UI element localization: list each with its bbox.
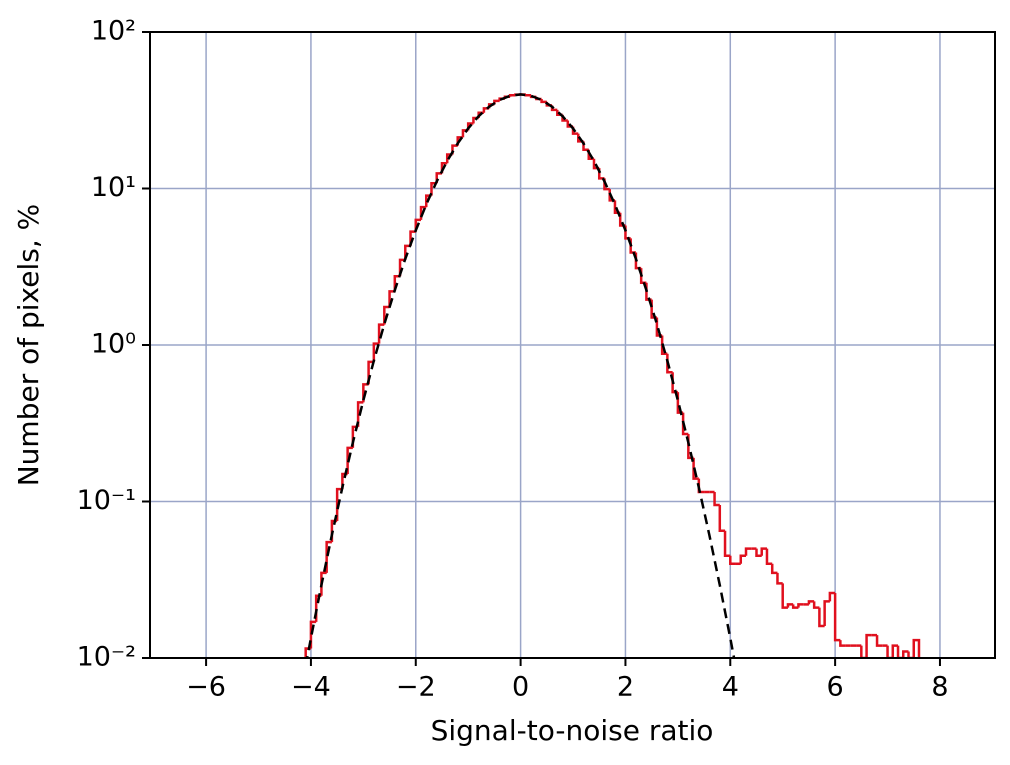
histogram-step bbox=[760, 547, 767, 556]
histogram-step bbox=[346, 446, 353, 474]
histogram-step bbox=[744, 547, 752, 556]
histogram-step bbox=[729, 555, 736, 566]
histogram-step bbox=[839, 640, 846, 647]
histogram-step bbox=[681, 412, 689, 436]
histogram-step bbox=[902, 650, 909, 658]
ticks: −6 −4 −2 0 2 4 6 8 10⁻² 10⁻¹ 10⁰ 10¹ 10² bbox=[77, 16, 949, 703]
x-tick-label: 0 bbox=[512, 672, 529, 703]
histogram-step bbox=[776, 572, 783, 585]
histogram-step bbox=[896, 645, 904, 658]
histogram-step bbox=[524, 94, 532, 97]
x-axis-label: Signal-to-noise ratio bbox=[431, 714, 714, 747]
x-tick-label: 8 bbox=[931, 672, 948, 703]
histogram-step bbox=[812, 601, 820, 609]
plot-area bbox=[304, 93, 921, 658]
histogram-step bbox=[372, 342, 380, 362]
histogram-step bbox=[320, 571, 327, 596]
histogram-step bbox=[907, 651, 914, 658]
x-tick-label: −6 bbox=[186, 672, 226, 703]
histogram-step bbox=[765, 548, 773, 566]
histogram-step bbox=[828, 591, 836, 602]
histogram-step bbox=[860, 645, 867, 658]
histogram-step bbox=[713, 492, 720, 507]
histogram-step bbox=[723, 530, 731, 558]
histogram-step bbox=[807, 600, 815, 605]
histogram-step bbox=[624, 225, 631, 240]
histogram-step bbox=[335, 487, 343, 522]
histogram-step bbox=[770, 563, 778, 575]
histogram-step bbox=[739, 554, 747, 564]
x-tick-label: 4 bbox=[722, 672, 739, 703]
histogram-step bbox=[388, 290, 395, 307]
histogram-step bbox=[356, 401, 364, 427]
histogram-step bbox=[791, 604, 799, 609]
histogram-step bbox=[891, 644, 899, 658]
histogram-step bbox=[692, 457, 699, 480]
y-tick-label: 10⁰ bbox=[91, 329, 136, 360]
y-axis-label: Number of pixels, % bbox=[12, 204, 45, 487]
histogram-step bbox=[818, 607, 825, 628]
histogram-step bbox=[875, 635, 883, 647]
histogram-step bbox=[377, 323, 385, 344]
histogram-step bbox=[309, 620, 317, 649]
x-tick-label: −4 bbox=[291, 672, 331, 703]
histogram-step bbox=[508, 94, 516, 97]
histogram-step bbox=[886, 645, 893, 658]
y-tick-label: 10⁻¹ bbox=[77, 485, 136, 516]
histogram-step bbox=[540, 99, 547, 104]
y-tick-label: 10² bbox=[91, 16, 136, 47]
histogram-step bbox=[718, 504, 726, 533]
histogram-step bbox=[660, 335, 668, 355]
histogram-step bbox=[781, 583, 788, 609]
y-tick-label: 10⁻² bbox=[77, 642, 136, 673]
x-tick-label: 2 bbox=[617, 672, 634, 703]
y-tick-label: 10¹ bbox=[91, 172, 136, 203]
histogram-step bbox=[833, 593, 841, 642]
histogram-step bbox=[912, 638, 921, 658]
gaussian-curve bbox=[305, 93, 736, 658]
histogram-step bbox=[383, 305, 390, 325]
x-tick-label: −2 bbox=[396, 672, 436, 703]
histogram-step bbox=[786, 603, 794, 608]
histogram-step bbox=[823, 600, 830, 627]
histogram-step bbox=[755, 548, 762, 558]
x-tick-label: 6 bbox=[827, 672, 844, 703]
histogram-step bbox=[597, 168, 605, 180]
histogram-step bbox=[797, 603, 804, 608]
histogram-step bbox=[865, 633, 872, 658]
